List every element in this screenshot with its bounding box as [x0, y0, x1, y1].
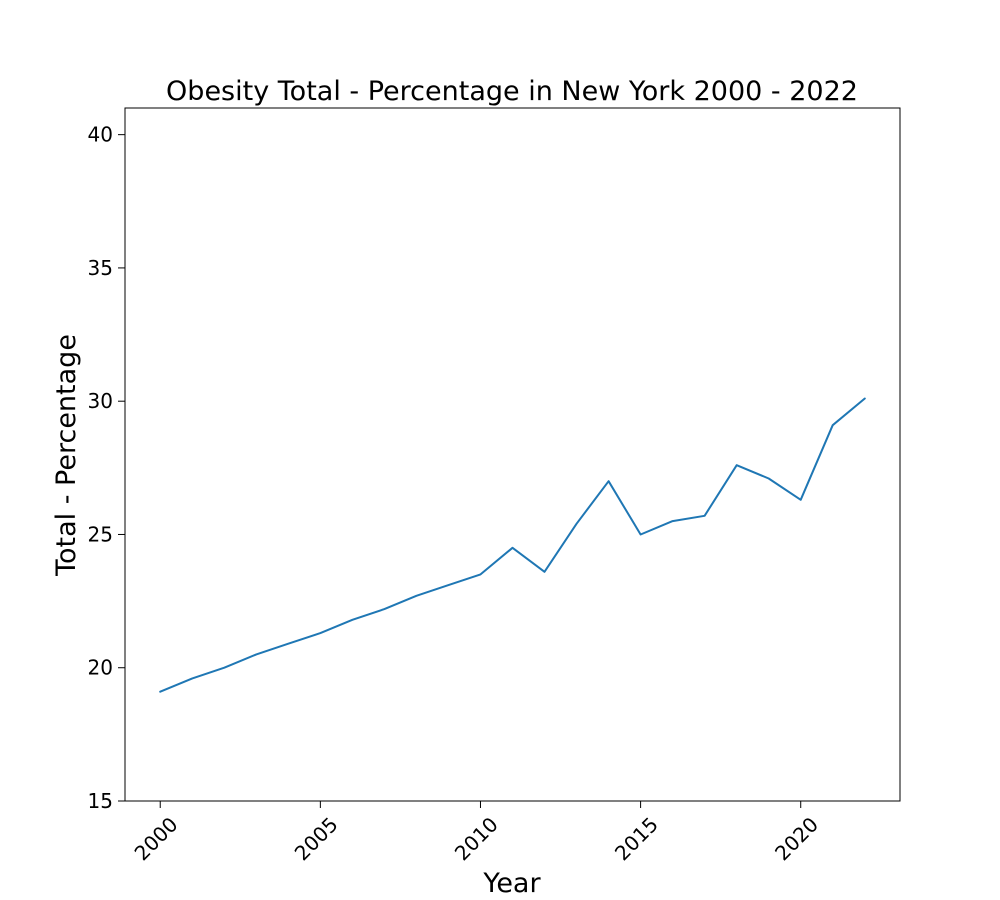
series-layer: [159, 397, 866, 693]
chart-title: Obesity Total - Percentage in New York 2…: [166, 76, 858, 107]
y-axis-label: Total - Percentage: [51, 334, 82, 577]
x-axis-label: Year: [482, 868, 541, 899]
y-axis: 15 20 25 30 35 40: [88, 123, 125, 813]
y-tick-label: 40: [88, 123, 113, 147]
y-tick-label: 35: [88, 256, 113, 280]
y-tick-label: 30: [88, 389, 113, 413]
series-line: [159, 397, 866, 693]
y-tick-label: 25: [88, 522, 113, 546]
y-tick-label: 20: [88, 656, 113, 680]
y-tick-label: 15: [88, 789, 113, 813]
plot-area: [124, 107, 901, 802]
axes-frame: [124, 107, 901, 802]
